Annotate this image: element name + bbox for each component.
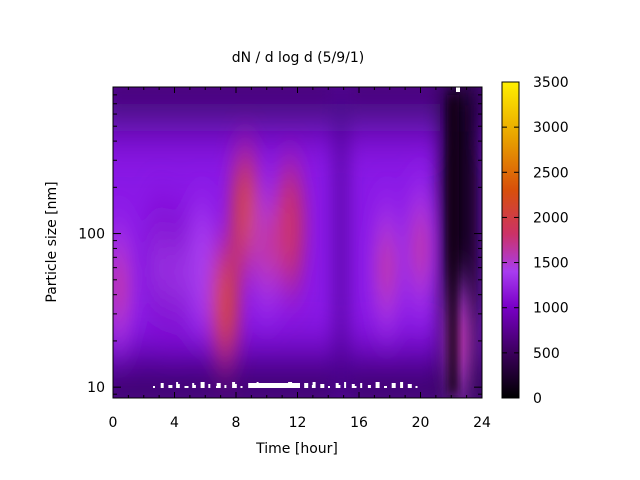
- y-axis: 10 100: [78, 94, 482, 396]
- y-tick-label: 10: [87, 380, 105, 396]
- missing-data-speck: [240, 386, 243, 388]
- hotspot-core: [152, 233, 167, 302]
- missing-data-speck: [328, 386, 330, 388]
- missing-data-speck: [415, 386, 418, 388]
- colorbar-tick-label: 1500: [533, 256, 569, 272]
- missing-data-speck: [344, 382, 347, 388]
- heatmap-upper-purple-band: [113, 100, 482, 135]
- y-tick-label: 100: [78, 227, 105, 243]
- chart-title: dN / d log d (5/9/1): [232, 50, 365, 66]
- missing-data-speck: [456, 87, 460, 92]
- missing-data-block: [250, 383, 300, 388]
- missing-data-speck: [168, 385, 173, 388]
- heatmap-lower-purple-band: [113, 345, 482, 373]
- colorbar-tick-label: 2500: [533, 165, 569, 181]
- heatmap-evening-dark-column: [336, 87, 346, 398]
- colorbar: [501, 81, 520, 399]
- colorbar-tick-label: 3500: [533, 75, 569, 91]
- colorbar-tick-label: 0: [533, 391, 542, 407]
- hotspot-core: [170, 239, 185, 308]
- missing-data-speck: [224, 385, 227, 388]
- missing-data-speck: [336, 385, 341, 388]
- missing-data-speck: [200, 382, 205, 388]
- hotspot-core: [413, 214, 428, 283]
- missing-data-speck: [392, 385, 395, 388]
- heatmap-field: [113, 87, 482, 398]
- missing-data-speck: [160, 383, 164, 388]
- x-tick-label: 8: [232, 415, 241, 431]
- hotspot-core: [113, 252, 127, 321]
- missing-data-speck: [400, 382, 404, 388]
- heatmap-detail: [447, 95, 459, 395]
- x-tick-label: 16: [350, 415, 368, 431]
- hotspot-core: [282, 193, 297, 262]
- missing-data-speck: [407, 384, 412, 388]
- colorbar-tick-label: 1000: [533, 301, 569, 317]
- missing-data-speck: [176, 384, 180, 388]
- x-tick-label: 24: [473, 415, 491, 431]
- missing-data-speck: [232, 384, 237, 388]
- heatmap-missing-data: [153, 87, 460, 388]
- hotspot-core: [195, 233, 210, 302]
- colorbar-ticks: 0 500 1000 1500 2000 2500 3000 3500: [502, 75, 569, 407]
- missing-data-speck: [320, 384, 325, 388]
- missing-data-speck: [352, 386, 357, 388]
- colorbar-tick-label: 3000: [533, 120, 569, 136]
- missing-data-speck: [367, 385, 371, 388]
- hotspot-core: [238, 177, 253, 246]
- x-tick-label: 20: [412, 415, 430, 431]
- missing-data-speck: [360, 383, 363, 388]
- hotspot-core: [259, 214, 274, 283]
- missing-data-speck: [248, 383, 252, 388]
- missing-data-speck: [184, 386, 189, 388]
- hotspot-core: [218, 269, 233, 338]
- colorbar-tick-label: 2000: [533, 210, 569, 226]
- x-tick-label: 12: [289, 415, 307, 431]
- missing-data-speck: [216, 383, 221, 388]
- colorbar-tick-label: 500: [533, 346, 560, 362]
- missing-data-speck: [384, 386, 387, 388]
- missing-data-speck: [208, 384, 211, 388]
- missing-data-speck: [304, 383, 309, 388]
- y-axis-label: Particle size [nm]: [44, 181, 60, 302]
- hotspot-core: [379, 233, 394, 302]
- x-axis: 0 4 8 12 16 20 24: [109, 87, 491, 431]
- missing-data-speck: [312, 382, 316, 388]
- x-axis-label: Time [hour]: [255, 441, 338, 457]
- x-tick-label: 4: [170, 415, 179, 431]
- x-tick-label: 0: [109, 415, 118, 431]
- missing-data-speck: [376, 384, 379, 388]
- heatmap-late-column-detail: [447, 95, 459, 395]
- missing-data-speck: [153, 386, 155, 388]
- missing-data-speck: [192, 385, 196, 388]
